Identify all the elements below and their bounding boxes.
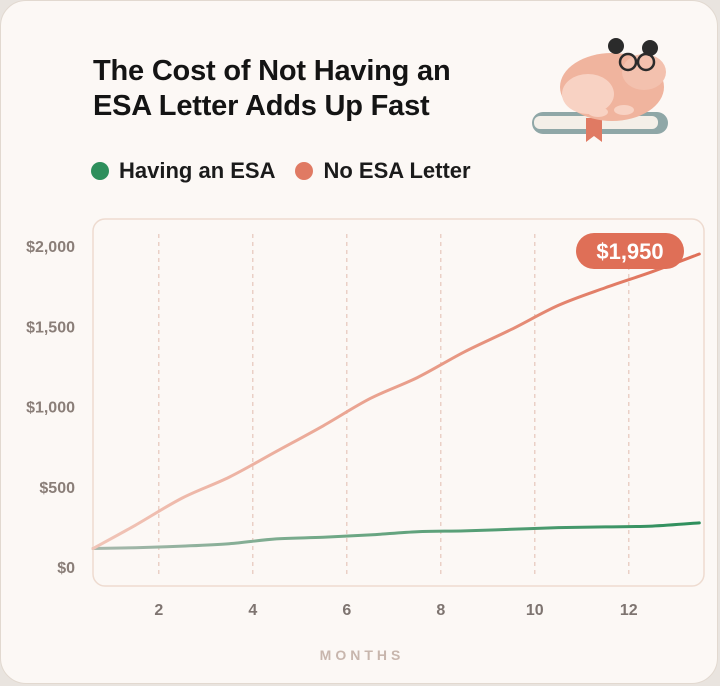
x-tick-label-10: 10 — [526, 602, 544, 619]
x-tick-label-6: 6 — [342, 602, 351, 619]
legend-item-no-esa-letter: No ESA Letter — [295, 158, 471, 184]
x-tick-label-2: 2 — [154, 602, 163, 619]
legend-label-no-esa-letter: No ESA Letter — [323, 158, 471, 183]
y-tick-label-2: $1,000 — [26, 400, 75, 417]
legend-swatch-no-esa-letter — [295, 162, 314, 180]
x-tick-label-8: 8 — [436, 602, 445, 619]
y-tick-label-4: $2,000 — [26, 239, 75, 256]
end-value-badge-label: $1,950 — [596, 239, 663, 264]
chart-title: The Cost of Not Having an ESA Letter Add… — [93, 55, 451, 122]
plot-frame — [92, 218, 705, 587]
x-tick-label-12: 12 — [620, 602, 638, 619]
x-axis-title: MONTHS — [320, 647, 405, 663]
legend-swatch-having-esa — [91, 162, 109, 180]
y-tick-label-3: $1,500 — [26, 319, 75, 336]
x-tick-label-4: 4 — [248, 602, 257, 619]
end-value-badge — [576, 233, 684, 269]
legend-item-having-esa: Having an ESA — [91, 158, 275, 184]
hamster-with-glasses-on-book-icon — [532, 38, 668, 142]
y-tick-label-0: $0 — [57, 560, 75, 577]
series-line-no-esa-letter — [91, 252, 701, 551]
series-line-having-esa — [91, 521, 701, 551]
y-tick-label-1: $500 — [39, 480, 75, 497]
legend: Having an ESA No ESA Letter — [91, 158, 491, 184]
legend-label-having-esa: Having an ESA — [119, 158, 276, 183]
